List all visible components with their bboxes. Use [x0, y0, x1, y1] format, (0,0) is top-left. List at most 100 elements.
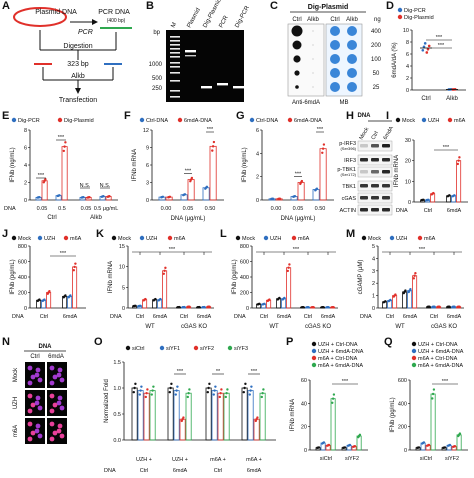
chart-q-legend-marker: [411, 355, 417, 361]
chart-g-x-tick: 0.50: [315, 206, 326, 212]
chart-l-point: [312, 305, 315, 309]
microscopy-row-label: Mock: [13, 367, 19, 382]
chart-o-legend-marker: [159, 345, 165, 351]
chart-m-legend-marker: [417, 235, 423, 241]
microscopy-cell: [27, 393, 33, 399]
chart-j-legend-marker: [63, 235, 69, 241]
chart-m-legend-label: Mock: [368, 236, 381, 242]
chart-q-cat: siCtrl: [420, 456, 433, 462]
gel-band: [170, 52, 180, 54]
chart-g-bar: [297, 182, 305, 201]
chart-e-y-tick-label: 2: [24, 181, 27, 187]
chart-q-cat: siYF2: [445, 456, 459, 462]
chart-p-point: [322, 441, 326, 444]
chart-o-point: [170, 382, 173, 386]
chart-o-point: [175, 389, 178, 392]
chart-m-point: [404, 289, 407, 292]
microscopy-cell: [59, 405, 65, 411]
panel-letter-d: D: [386, 0, 394, 12]
chart-l-point: [286, 269, 289, 273]
microscopy-cell: [35, 395, 41, 401]
chart-d-y-tick-label: 8: [406, 40, 409, 46]
western-band: [360, 144, 368, 148]
microscopy-cell: [49, 408, 55, 414]
chart-p-legend-marker: [311, 341, 317, 347]
chart-m-point: [458, 305, 461, 308]
chart-o-point: [220, 388, 223, 391]
chart-i-legend-marker: [395, 117, 401, 123]
chart-g-x-tick: 0.05: [293, 206, 304, 212]
chart-m-y-tick-label: 4: [372, 256, 375, 262]
chart-o-point: [242, 390, 245, 394]
chart-f-y-tick-label: 0: [146, 198, 149, 204]
western-header: DNA: [358, 113, 372, 119]
chart-q-point: [431, 397, 434, 400]
transfection-arrowhead: [75, 88, 81, 94]
chart-g-legend-marker: [287, 117, 293, 123]
chart-i-point: [432, 191, 435, 195]
microscopy-cell: [30, 430, 36, 436]
microscopy-cell: [49, 380, 55, 386]
chart-o: 0.0 0.5 1.0 1.5 Normalized Fold siCtrl siYF1 si…: [104, 345, 276, 474]
alkb-label: Alkb: [71, 73, 85, 80]
gel-band: [185, 55, 196, 57]
chart-i-legend-marker: [421, 117, 427, 123]
chart-q-y-tick-label: 400: [398, 401, 407, 407]
chart-l-legend-label: UZH: [270, 236, 281, 242]
chart-l-point: [332, 305, 335, 309]
chart-k-y-tick-label: 10: [119, 265, 125, 271]
chart-f-point: [161, 195, 165, 199]
microscopy-cell: [27, 380, 33, 386]
chart-k-bar: [162, 270, 168, 309]
microscopy-cell: [52, 402, 58, 408]
plasmid-circle: [13, 7, 67, 27]
chart-o-point: [138, 393, 141, 396]
ng-value: 100: [371, 57, 382, 63]
chart-e-x-tick: 0.5 μg/mL: [94, 206, 119, 212]
chart-k-y-tick-label: 5: [122, 285, 125, 291]
chart-m-point: [394, 293, 397, 296]
chart-k-x-tick: 6mdA: [153, 314, 168, 320]
western-row-sublabel: (Ser396): [340, 146, 356, 151]
chart-o-y-tick-label: 1.5: [113, 360, 121, 366]
chart-o-point: [243, 386, 246, 390]
dot-mb-alkb: [347, 26, 357, 36]
chart-e-point: [64, 141, 67, 144]
chart-l-point: [302, 305, 305, 309]
chart-e-y-tick-label: 8: [24, 128, 27, 134]
panel-letter-b: B: [146, 0, 154, 12]
chart-q-sig-label: ***: [442, 379, 449, 385]
chart-o-sig-label: ***: [177, 369, 184, 375]
dotblot-title: Dig-Plasmid: [308, 4, 348, 11]
chart-i-legend-label: m6A: [454, 118, 466, 124]
chart-o-point: [132, 390, 135, 394]
chart-j-y-label: IFNb (pg/mL): [10, 259, 16, 294]
microscopy-col-ctrl: Ctrl: [30, 354, 39, 360]
chart-i-point: [427, 198, 430, 201]
chart-o-y-label: Normalized Fold: [104, 379, 110, 423]
chart-g-legend-marker: [249, 117, 255, 123]
chart-f-sig-label: ***: [185, 169, 192, 175]
chart-p-y-label: IFNb mRNA: [290, 399, 296, 431]
chart-l-point: [258, 302, 261, 306]
chart-p-legend-label: UZH + Ctrl-DNA: [318, 342, 358, 348]
chart-o-bar: [253, 418, 260, 441]
panel-letter-h: H: [346, 110, 354, 122]
chart-d-legend-marker: [397, 14, 403, 20]
chart-j-y-tick-label: 800: [18, 244, 27, 250]
chart-o-bar: [143, 392, 150, 441]
panel-a-diagram: Plasmid DNA PCR PCR DNA (400 bp) Digesti…: [13, 7, 132, 104]
pcr-arrowhead: [92, 19, 98, 25]
microscopy-cell: [57, 423, 63, 429]
chart-l-bar: [286, 267, 292, 309]
chart-d-point: [425, 51, 429, 54]
chart-d-y-tick-label: 6: [406, 52, 409, 58]
chart-o-bar: [179, 418, 186, 441]
chart-l-y-tick-label: 0: [246, 306, 249, 312]
dotblot-dots: [291, 25, 357, 92]
western-row-label: cGAS: [342, 196, 357, 202]
chart-f-point: [205, 185, 209, 188]
chart-k-point: [134, 304, 137, 307]
chart-m-legend-marker: [389, 235, 395, 241]
chart-k: 0 5 10 15 IFNb mRNA Mock UZH m6A *** DNA Ctrl 6mdA C…: [108, 235, 214, 330]
